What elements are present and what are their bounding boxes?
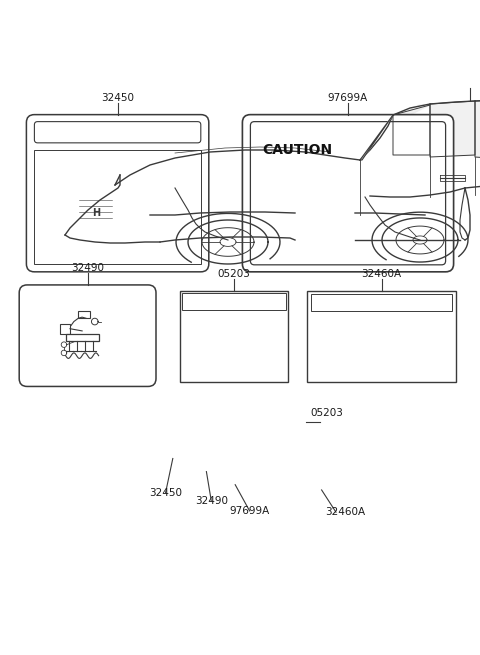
- Text: 97699A: 97699A: [328, 92, 368, 103]
- Polygon shape: [393, 105, 430, 115]
- FancyBboxPatch shape: [26, 115, 209, 272]
- Bar: [307, 291, 456, 382]
- Ellipse shape: [342, 151, 358, 159]
- Bar: [180, 291, 288, 382]
- FancyBboxPatch shape: [251, 122, 445, 265]
- Text: 32460A: 32460A: [325, 508, 366, 517]
- Text: CAUTION: CAUTION: [263, 143, 333, 157]
- Bar: [182, 293, 286, 310]
- Text: 97699A: 97699A: [229, 506, 270, 516]
- Text: 32490: 32490: [71, 263, 104, 273]
- Bar: [311, 295, 452, 310]
- FancyBboxPatch shape: [35, 122, 201, 143]
- Bar: [35, 150, 201, 264]
- Bar: [66, 333, 98, 341]
- Polygon shape: [475, 100, 480, 160]
- Ellipse shape: [136, 250, 144, 255]
- Text: H: H: [92, 208, 100, 218]
- Text: 32460A: 32460A: [361, 269, 402, 280]
- Polygon shape: [360, 115, 393, 160]
- Ellipse shape: [150, 233, 170, 243]
- Bar: [60, 324, 70, 333]
- Ellipse shape: [107, 235, 123, 245]
- Bar: [78, 232, 113, 240]
- Bar: [78, 310, 90, 318]
- Bar: [78, 195, 113, 227]
- Ellipse shape: [59, 201, 77, 213]
- Text: 32450: 32450: [101, 92, 134, 103]
- Polygon shape: [430, 101, 475, 157]
- Text: 05203: 05203: [217, 269, 251, 280]
- Text: 05203: 05203: [310, 408, 343, 418]
- FancyBboxPatch shape: [242, 115, 454, 272]
- Ellipse shape: [116, 250, 124, 255]
- Ellipse shape: [96, 250, 104, 255]
- Text: 32490: 32490: [195, 496, 228, 506]
- Text: 32450: 32450: [149, 488, 182, 498]
- FancyBboxPatch shape: [19, 285, 156, 386]
